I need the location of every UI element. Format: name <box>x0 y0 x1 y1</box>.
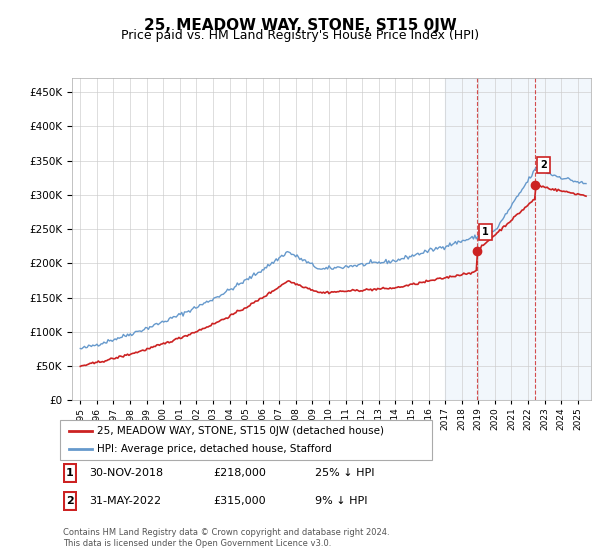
Bar <box>445 78 591 400</box>
Text: 2: 2 <box>66 496 74 506</box>
FancyBboxPatch shape <box>60 420 432 460</box>
Text: £218,000: £218,000 <box>213 468 266 478</box>
Text: 1: 1 <box>66 468 74 478</box>
Text: £315,000: £315,000 <box>213 496 266 506</box>
FancyBboxPatch shape <box>64 492 76 510</box>
Text: 9% ↓ HPI: 9% ↓ HPI <box>315 496 367 506</box>
Text: HPI: Average price, detached house, Stafford: HPI: Average price, detached house, Staf… <box>97 445 332 454</box>
Text: Contains HM Land Registry data © Crown copyright and database right 2024.
This d: Contains HM Land Registry data © Crown c… <box>63 528 389 548</box>
FancyBboxPatch shape <box>64 464 76 482</box>
Text: 25, MEADOW WAY, STONE, ST15 0JW: 25, MEADOW WAY, STONE, ST15 0JW <box>143 18 457 33</box>
Text: 31-MAY-2022: 31-MAY-2022 <box>89 496 161 506</box>
Text: 25, MEADOW WAY, STONE, ST15 0JW (detached house): 25, MEADOW WAY, STONE, ST15 0JW (detache… <box>97 426 384 436</box>
Text: Price paid vs. HM Land Registry's House Price Index (HPI): Price paid vs. HM Land Registry's House … <box>121 29 479 42</box>
Text: 2: 2 <box>540 160 547 170</box>
Text: 1: 1 <box>482 227 488 237</box>
Text: 25% ↓ HPI: 25% ↓ HPI <box>315 468 374 478</box>
Text: 30-NOV-2018: 30-NOV-2018 <box>89 468 163 478</box>
